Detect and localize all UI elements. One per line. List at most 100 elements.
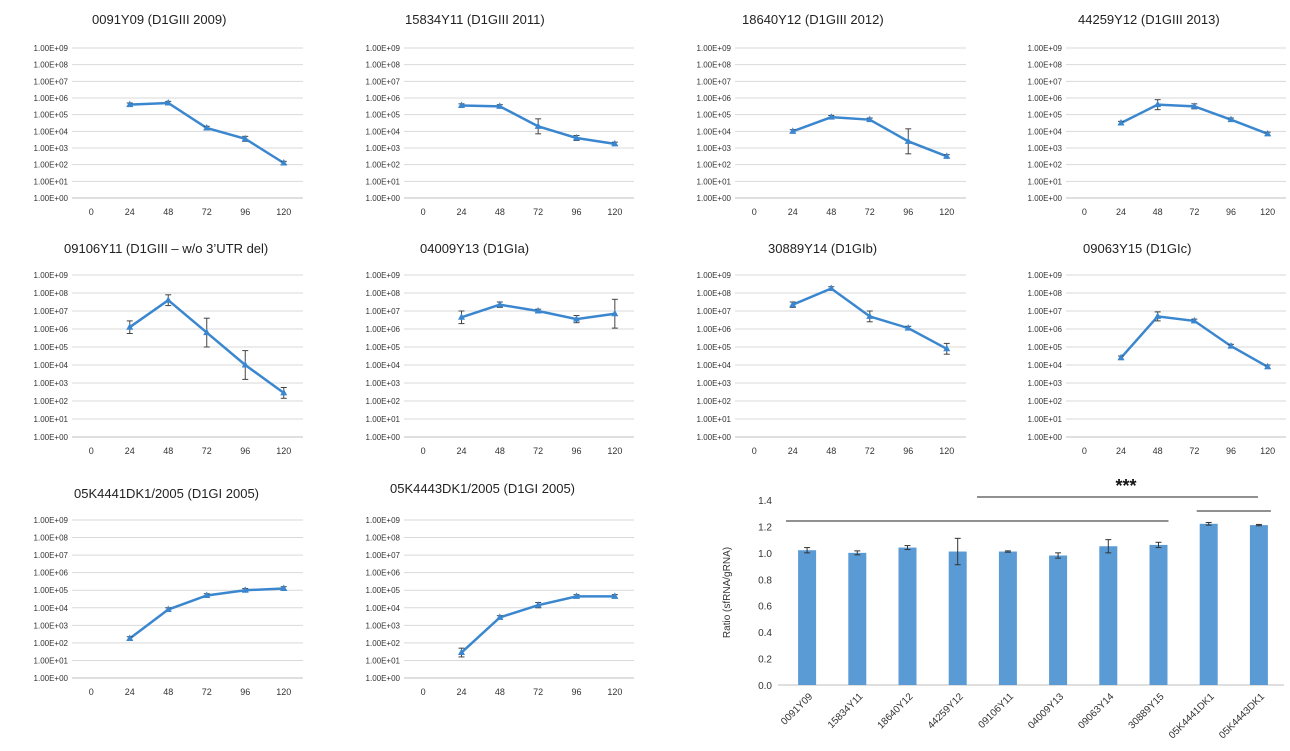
x-tick-label: 96 [240,446,250,456]
y-tick-label: 1.00E+08 [366,289,401,298]
y-tick-label: 1.00E+05 [366,586,401,595]
y-tick-label: 1.00E+04 [366,361,401,370]
x-tick-label: 72 [533,446,543,456]
y-tick-label: 1.00E+00 [34,433,69,442]
data-point [1227,342,1235,349]
y-tick-label: 1.00E+07 [1028,77,1063,86]
x-tick-label: 48 [1153,446,1163,456]
bar [798,550,817,685]
x-tick-label: 48 [1153,207,1163,217]
y-tick-label: 1.00E+09 [34,271,69,280]
y-tick-label: 1.00E+01 [34,415,69,424]
y-tick-label: 1.00E+08 [34,61,69,70]
x-tick-label: 48 [163,207,173,217]
data-point [1117,353,1125,361]
y-tick-label: 1.00E+04 [697,361,732,370]
y-tick-label: 1.00E+04 [34,127,69,136]
data-point [1154,100,1162,108]
y-tick-label: 1.00E+08 [34,289,69,298]
data-point [280,388,288,396]
data-point [496,613,504,620]
data-point [611,309,619,317]
x-tick-label: 0 [421,446,426,456]
data-point [241,134,249,142]
data-point [241,586,249,593]
y-tick-label: 1.00E+02 [34,397,69,406]
x-tick-label: 24 [456,207,466,217]
x-tick-label: 24 [456,687,466,697]
y-tick-label: 1.00E+01 [1028,177,1063,186]
x-tick-label: 120 [276,687,291,697]
x-tick-label: 0 [421,207,426,217]
x-tick-label: 48 [495,446,505,456]
data-point [1264,129,1272,137]
y-tick-label: 1.00E+00 [1028,433,1063,442]
data-point [164,605,172,613]
data-point [164,296,172,303]
x-tick-label: 72 [1189,207,1199,217]
y-tick-label: 1.00E+05 [34,586,69,595]
y-tick-label: 1.2 [758,522,772,533]
y-tick-label: 1.00E+09 [366,271,401,280]
x-tick-label: 09106Y11 [977,691,1017,731]
x-tick-label: 96 [571,207,581,217]
y-tick-label: 1.00E+01 [34,177,69,186]
x-tick-label: 96 [571,446,581,456]
y-tick-label: 1.00E+04 [1028,127,1063,136]
data-point [573,134,580,141]
y-tick-label: 1.00E+01 [34,656,69,665]
series-line [792,115,948,158]
x-tick-label: 120 [939,446,954,456]
y-tick-label: 1.00E+00 [697,433,732,442]
x-tick-label: 04009Y13 [1026,691,1066,731]
x-tick-label: 18640Y12 [876,691,916,731]
x-tick-label: 44259Y12 [926,691,966,731]
y-tick-label: 1.00E+01 [1028,415,1063,424]
y-tick-label: 1.00E+08 [34,534,69,543]
x-tick-label: 24 [125,687,135,697]
bar [1099,546,1118,685]
y-tick-label: 1.00E+07 [1028,307,1063,316]
y-tick-label: 1.00E+02 [1028,397,1063,406]
y-tick-label: 1.00E+04 [34,604,69,613]
data-point [1227,115,1235,123]
data-point [1190,102,1198,109]
y-tick-label: 1.00E+03 [1028,379,1063,388]
bar [948,551,967,685]
x-tick-label: 0 [421,687,426,697]
y-tick-label: 1.00E+03 [34,621,69,630]
y-tick-label: 1.00E+09 [366,516,401,525]
data-point [611,139,619,147]
y-tick-label: 1.00E+07 [34,551,69,560]
chart-title: 05K4443DK1/2005 (D1GI 2005) [390,481,575,496]
data-point [126,100,134,108]
data-point [280,584,288,591]
bar [848,552,867,685]
y-tick-label: 1.00E+03 [697,379,732,388]
y-tick-label: 1.00E+02 [366,397,401,406]
x-tick-label: 48 [826,207,836,217]
data-point [573,315,580,322]
data-point [496,102,504,109]
y-tick-label: 1.0 [758,549,772,560]
x-tick-label: 0 [1082,446,1087,456]
x-tick-label: 120 [939,207,954,217]
y-tick-label: 1.00E+07 [366,307,401,316]
y-tick-label: 1.00E+09 [1028,271,1063,280]
y-tick-label: 1.00E+03 [366,621,401,630]
y-tick-label: 1.00E+03 [1028,144,1063,153]
x-tick-label: 72 [865,207,875,217]
y-axis-label: Ratio (sfRNA/gRNA) [722,547,733,638]
data-point [827,284,835,291]
y-tick-label: 1.00E+03 [34,144,69,153]
chart-title: 0091Y09 (D1GIII 2009) [92,12,226,27]
data-point [126,634,134,641]
x-tick-label: 0 [1082,207,1087,217]
y-tick-label: 1.00E+05 [1028,343,1063,352]
y-tick-label: 1.00E+06 [34,325,69,334]
y-tick-label: 1.00E+00 [1028,194,1063,203]
y-tick-label: 1.00E+06 [1028,94,1063,103]
x-tick-label: 96 [903,446,913,456]
data-point [534,307,542,314]
